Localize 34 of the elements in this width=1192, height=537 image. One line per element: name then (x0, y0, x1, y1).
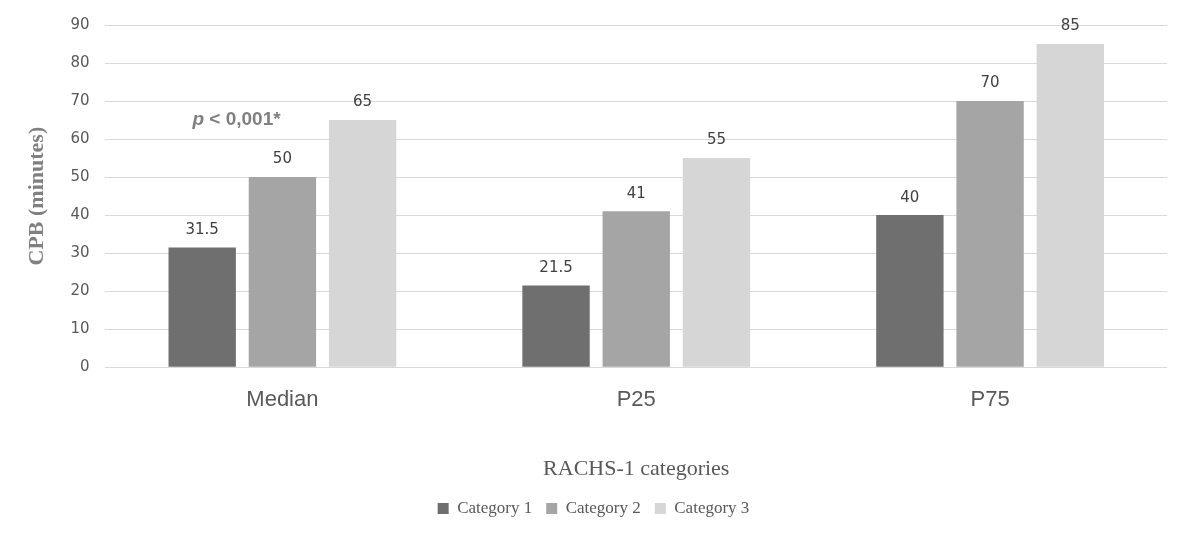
legend-label: Category 3 (674, 497, 750, 517)
x-tick-label: Median (246, 386, 319, 412)
data-label: 31.5 (185, 219, 219, 238)
bar (602, 211, 670, 367)
y-tick-label: 30 (70, 243, 90, 262)
data-label: 70 (980, 73, 1000, 92)
y-tick-label: 10 (70, 319, 90, 338)
y-tick-label: 40 (70, 205, 90, 223)
bar (248, 177, 317, 367)
data-label: 85 (1060, 16, 1080, 35)
legend-label: Category 1 (457, 497, 533, 517)
y-tick-label: 0 (79, 357, 90, 376)
data-label: 50 (272, 149, 292, 168)
x-tick-label: P75 (970, 386, 1010, 412)
data-label: 65 (353, 92, 373, 111)
annotation: p < 0,001* (191, 108, 282, 130)
y-tick-label: 70 (70, 90, 90, 109)
data-label: 41 (626, 183, 646, 202)
data-label: 55 (706, 130, 726, 149)
bar (168, 247, 236, 367)
y-tick-label: 20 (70, 281, 90, 300)
x-tick-label: P25 (616, 386, 656, 412)
y-tick-label: 50 (70, 166, 90, 185)
data-label: 21.5 (539, 257, 573, 276)
y-tick-label: 80 (70, 52, 90, 71)
bar (956, 101, 1024, 367)
y-tick-label: 90 (70, 14, 90, 33)
x-axis-title: RACHS-1 categories (543, 454, 730, 480)
y-tick-label: 60 (70, 128, 90, 147)
bar (522, 285, 590, 367)
data-label: 40 (900, 187, 920, 206)
bar (876, 215, 944, 367)
y-axis-title: CPB (minutes) (22, 126, 48, 266)
legend-label: Category 2 (565, 497, 641, 517)
